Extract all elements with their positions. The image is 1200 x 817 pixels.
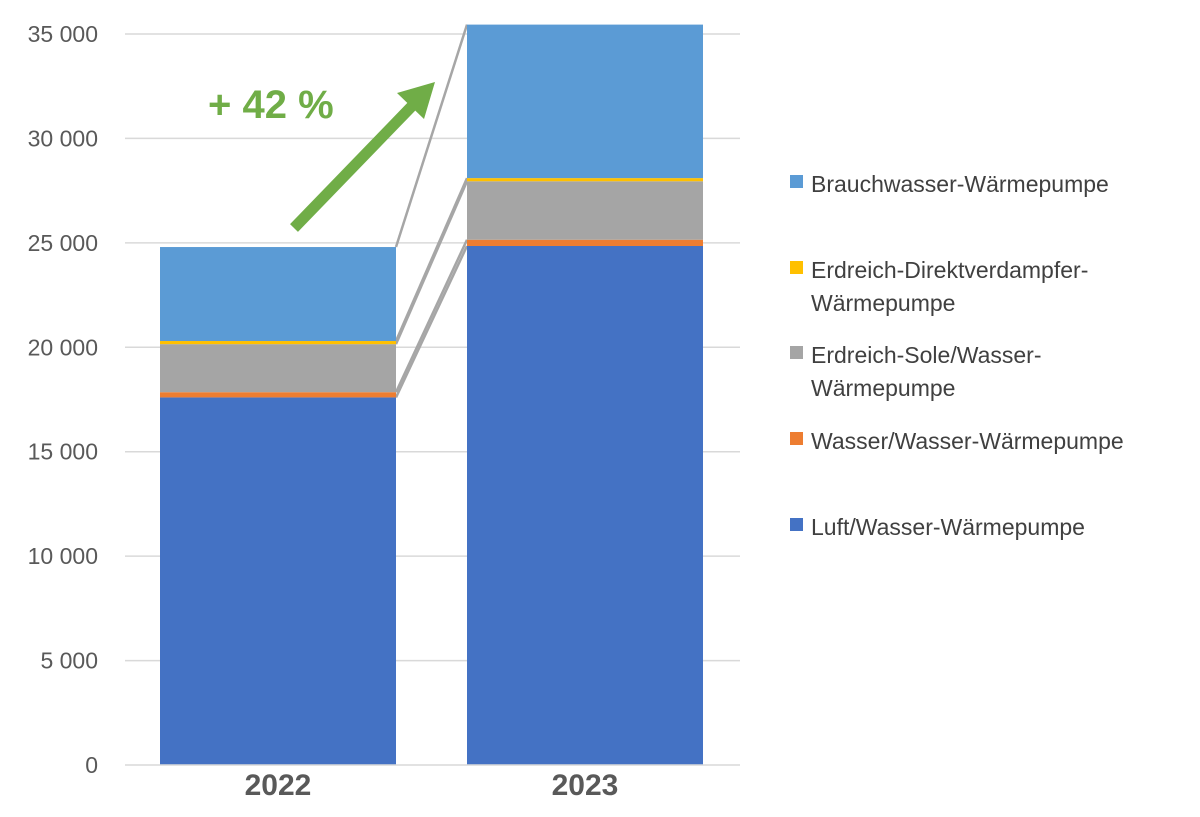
legend-label: Wärmepumpe [811,290,955,316]
y-tick-label: 0 [85,752,98,778]
bar-segment [467,239,703,246]
series-connector-line [394,177,469,342]
y-tick-label: 10 000 [28,543,98,569]
y-tick-label: 15 000 [28,439,98,465]
growth-arrow-head [397,82,435,119]
bar-segment [467,181,703,240]
growth-annotation-label: + 42 % [208,83,334,127]
bar-segment [467,245,703,766]
bar-segment [467,178,703,182]
series-connector-line [394,180,469,345]
series-connector-line [394,24,469,248]
bar-segment [467,24,703,179]
legend-swatch [790,175,803,188]
axes: 0 5 000 10 000 15 000 20 000 25 000 30 000 35 0… [28,21,740,802]
legend-swatch [790,346,803,359]
legend-swatch [790,261,803,274]
y-tick-label: 35 000 [28,21,98,47]
legend-label: Erdreich-Sole/Wasser- [811,342,1041,368]
bars [160,24,703,766]
legend: Brauchwasser-Wärmepumpe Erdreich-Direktve… [790,171,1124,540]
bar-segment [160,344,396,393]
legend-swatch [790,432,803,445]
bar-segment [160,247,396,342]
x-category-label: 2022 [245,769,312,802]
legend-label: Erdreich-Direktverdampfer- [811,257,1088,283]
y-tick-label: 5 000 [40,648,98,674]
growth-annotation: + 42 % [208,82,435,232]
y-tick-label: 25 000 [28,230,98,256]
series-connector-lines [394,24,469,398]
series-connector-line [394,245,469,398]
legend-label: Wärmepumpe [811,375,955,401]
y-tick-label: 20 000 [28,334,98,360]
series-connector-line [394,239,469,393]
bar-segment [160,341,396,345]
legend-label: Luft/Wasser-Wärmepumpe [811,514,1085,540]
legend-label: Wasser/Wasser-Wärmepumpe [811,428,1124,454]
legend-label: Brauchwasser-Wärmepumpe [811,171,1109,197]
bar-segment [160,397,396,765]
bar-segment [160,392,396,398]
growth-arrow-shaft [290,101,417,232]
legend-swatch [790,518,803,531]
x-category-label: 2023 [552,769,619,802]
y-tick-label: 30 000 [28,125,98,151]
